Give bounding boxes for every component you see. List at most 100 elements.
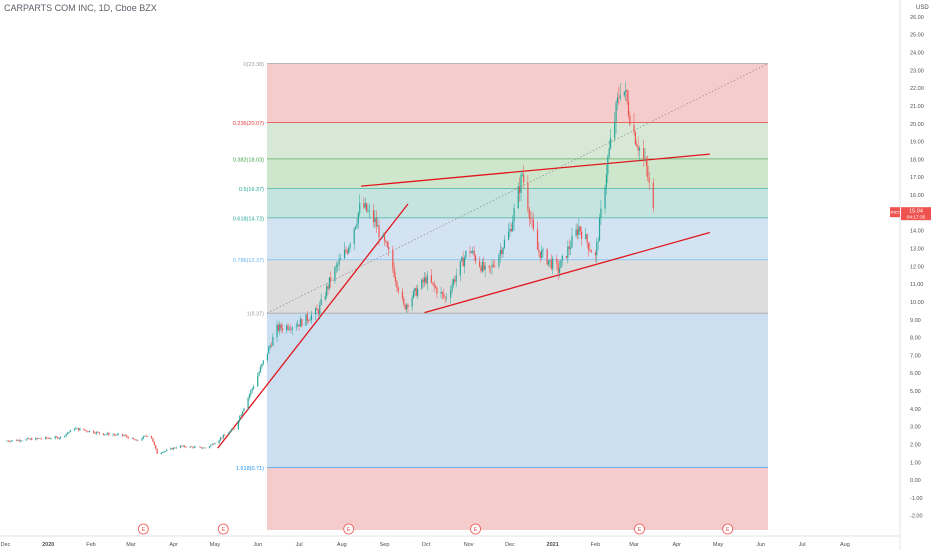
candle	[84, 430, 87, 431]
earnings-marker-label: E	[474, 527, 478, 533]
fib-level-label: 0.236(20.07)	[233, 121, 264, 127]
candle	[123, 435, 125, 437]
candle	[335, 265, 337, 268]
candle	[576, 229, 579, 235]
candle	[368, 210, 370, 211]
candle	[190, 446, 193, 448]
x-tick-label: Dec	[1, 542, 11, 548]
trendline-support-from-may[interactable]	[217, 203, 409, 449]
fib-level-label: 0(23.38)	[244, 62, 265, 68]
x-tick-label: Aug	[840, 542, 850, 548]
candle	[204, 447, 206, 449]
candle	[18, 439, 20, 441]
candle	[450, 291, 452, 298]
candle	[590, 250, 592, 253]
candle	[401, 291, 404, 299]
candle	[498, 254, 500, 267]
x-tick-label: Jun	[756, 542, 765, 548]
candle	[644, 158, 646, 160]
x-tick-label: 2020	[42, 542, 54, 548]
candle	[29, 438, 31, 440]
fib-level-label: 0.618(14.72)	[233, 216, 264, 222]
candle	[229, 431, 231, 433]
earnings-marker[interactable]	[634, 523, 645, 535]
candle	[499, 250, 501, 255]
candle	[301, 319, 303, 326]
earnings-marker[interactable]	[343, 523, 355, 535]
candle	[411, 298, 413, 307]
candle	[403, 298, 405, 305]
candle	[97, 431, 99, 433]
y-tick-label: 3.00	[910, 425, 921, 431]
candle	[185, 446, 187, 448]
candle	[305, 314, 307, 326]
candle	[619, 95, 621, 99]
candle	[117, 433, 120, 435]
candle	[609, 138, 612, 149]
candle	[64, 435, 66, 437]
candle	[66, 433, 69, 434]
earnings-marker[interactable]	[470, 523, 481, 535]
y-tick-label: 10.00	[910, 300, 924, 306]
candle	[348, 247, 350, 254]
earnings-marker[interactable]	[137, 523, 149, 535]
candle	[126, 435, 128, 437]
candle	[367, 210, 369, 212]
candle	[643, 148, 645, 159]
candle	[462, 257, 464, 267]
candle	[258, 372, 260, 376]
trendline-channel-lower[interactable]	[424, 231, 710, 314]
candle	[480, 266, 482, 272]
candle	[44, 437, 47, 439]
candle	[470, 252, 472, 254]
candle	[222, 435, 224, 439]
candle	[272, 337, 274, 346]
earnings-marker-label: E	[726, 527, 730, 533]
candle	[542, 249, 544, 251]
candle	[35, 437, 37, 441]
candle	[218, 440, 220, 444]
candle	[270, 345, 273, 347]
fib-retracement[interactable]: 0(23.38) 0.236(20.07) 0.382(18.03) 0.5(16.3…	[233, 62, 769, 530]
candle	[629, 115, 631, 125]
candle	[94, 433, 96, 434]
candle	[509, 228, 511, 232]
x-tick-label: Apr	[169, 542, 178, 548]
candle	[579, 226, 581, 232]
candle	[585, 234, 587, 239]
candle	[354, 226, 357, 229]
trendline-channel-upper[interactable]	[361, 153, 710, 187]
symbol-tag-box	[890, 207, 900, 218]
candle	[171, 448, 173, 450]
candle	[87, 431, 89, 433]
candle	[637, 146, 639, 151]
candle	[594, 252, 597, 256]
candle	[484, 265, 486, 270]
candle	[46, 437, 48, 439]
trendlines[interactable]	[217, 153, 710, 449]
candle	[200, 446, 202, 449]
candle	[195, 446, 197, 448]
candle	[95, 431, 98, 434]
y-tick-label: 21.00	[910, 104, 924, 110]
candle	[425, 277, 427, 284]
candle	[214, 443, 216, 445]
symbol-tag: PRTS	[891, 210, 903, 215]
candle	[463, 257, 466, 267]
candle	[561, 255, 563, 260]
earnings-marker[interactable]	[722, 523, 734, 535]
candle	[192, 446, 194, 448]
candle	[531, 218, 533, 220]
candle	[199, 446, 201, 448]
candle	[623, 91, 625, 96]
candle	[414, 288, 416, 291]
earnings-marker[interactable]	[217, 523, 229, 535]
y-tick-label: 5.00	[910, 389, 921, 395]
candle	[434, 286, 437, 288]
x-tick-label: Nov	[464, 542, 474, 548]
candle	[98, 432, 100, 434]
candle	[6, 440, 8, 442]
